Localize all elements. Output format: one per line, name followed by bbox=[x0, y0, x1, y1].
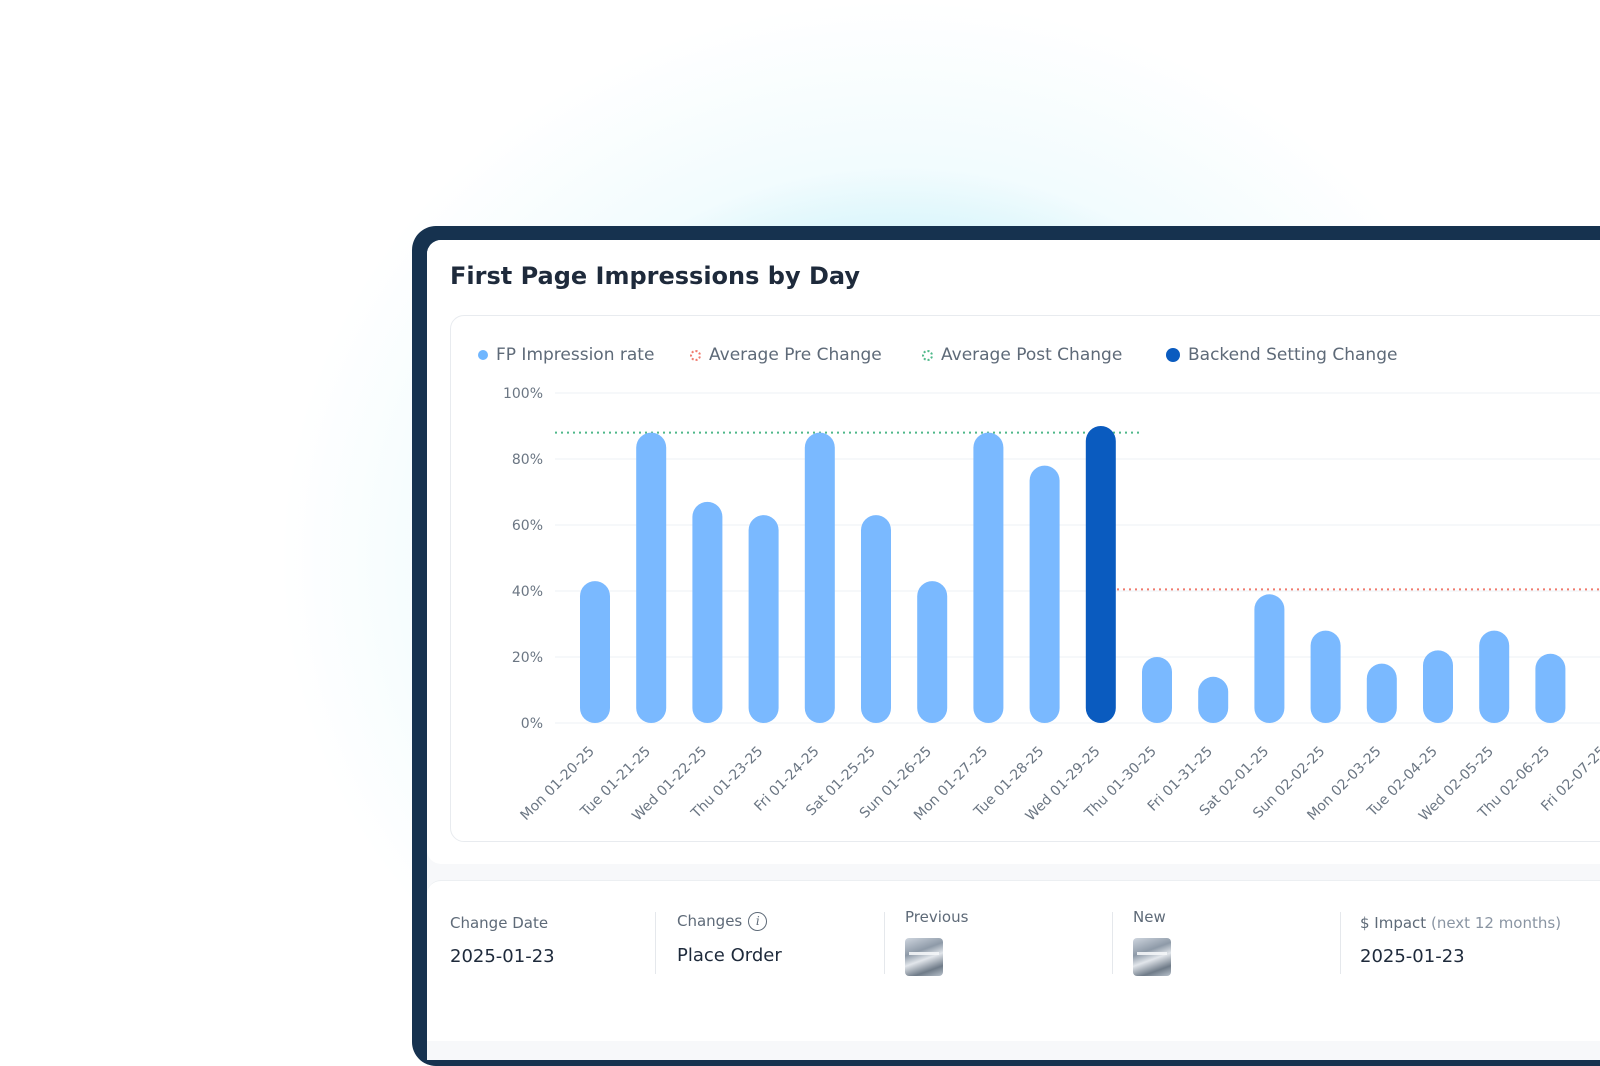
bar bbox=[1198, 676, 1229, 723]
y-tick-label: 0% bbox=[521, 716, 543, 732]
legend-label: Average Pre Change bbox=[709, 345, 882, 365]
dotted-ring-icon bbox=[922, 349, 933, 361]
changes-value: Place Order bbox=[677, 945, 782, 966]
bar bbox=[1310, 630, 1341, 723]
new-column: New bbox=[1133, 908, 1171, 976]
previous-label: Previous bbox=[905, 908, 969, 926]
solid-dot-icon bbox=[478, 350, 488, 360]
column-divider bbox=[1112, 912, 1113, 974]
new-image-thumbnail[interactable] bbox=[1133, 938, 1171, 976]
bar bbox=[1254, 594, 1285, 723]
change-date-value: 2025-01-23 bbox=[450, 946, 555, 967]
bar bbox=[1479, 630, 1510, 723]
legend-item-average-pre-change[interactable]: Average Pre Change bbox=[690, 345, 882, 365]
page-title: First Page Impressions by Day bbox=[450, 262, 860, 290]
bar bbox=[917, 581, 948, 723]
bar bbox=[1423, 650, 1453, 723]
impact-value: 2025-01-23 bbox=[1360, 946, 1465, 967]
bar bbox=[973, 432, 1004, 723]
y-tick-label: 80% bbox=[512, 452, 543, 468]
bar bbox=[748, 515, 779, 723]
y-tick-label: 20% bbox=[512, 650, 543, 666]
legend-label: Average Post Change bbox=[941, 345, 1123, 365]
bar bbox=[636, 432, 667, 723]
bar bbox=[692, 501, 723, 723]
column-divider bbox=[884, 912, 885, 974]
bar bbox=[1535, 653, 1566, 723]
solid-dot-icon bbox=[1166, 348, 1180, 362]
legend-item-average-post-change[interactable]: Average Post Change bbox=[922, 345, 1122, 365]
legend-label: FP Impression rate bbox=[496, 345, 655, 365]
bar bbox=[1142, 657, 1172, 723]
column-divider bbox=[655, 912, 656, 974]
impact-label: $ Impact bbox=[1360, 914, 1427, 932]
y-tick-label: 60% bbox=[512, 518, 543, 534]
column-divider bbox=[1340, 912, 1341, 974]
bar bbox=[1085, 426, 1116, 723]
dotted-ring-icon bbox=[690, 349, 701, 361]
legend-item-backend-setting-change[interactable]: Backend Setting Change bbox=[1166, 345, 1397, 365]
y-tick-label: 40% bbox=[512, 584, 543, 600]
change-date-label: Change Date bbox=[450, 914, 549, 932]
bar bbox=[804, 432, 835, 723]
info-icon[interactable]: i bbox=[748, 912, 768, 931]
changes-column: Changes i Place Order bbox=[677, 912, 782, 966]
previous-column: Previous bbox=[905, 908, 968, 976]
bar bbox=[861, 515, 891, 723]
impact-period: (next 12 months) bbox=[1430, 914, 1562, 932]
bar bbox=[1029, 465, 1060, 723]
impact-column: $ Impact (next 12 months) 2025-01-23 bbox=[1360, 914, 1561, 967]
change-date-column: Change Date 2025-01-23 bbox=[450, 914, 555, 967]
bar bbox=[1366, 663, 1397, 723]
legend-label: Backend Setting Change bbox=[1188, 345, 1398, 365]
y-tick-label: 100% bbox=[503, 386, 543, 402]
new-label: New bbox=[1133, 908, 1166, 926]
bar bbox=[580, 581, 610, 723]
previous-image-thumbnail[interactable] bbox=[905, 938, 943, 976]
change-details-card bbox=[427, 880, 1600, 1041]
legend-item-fp-impression-rate[interactable]: FP Impression rate bbox=[478, 345, 654, 365]
changes-label: Changes bbox=[677, 912, 743, 930]
